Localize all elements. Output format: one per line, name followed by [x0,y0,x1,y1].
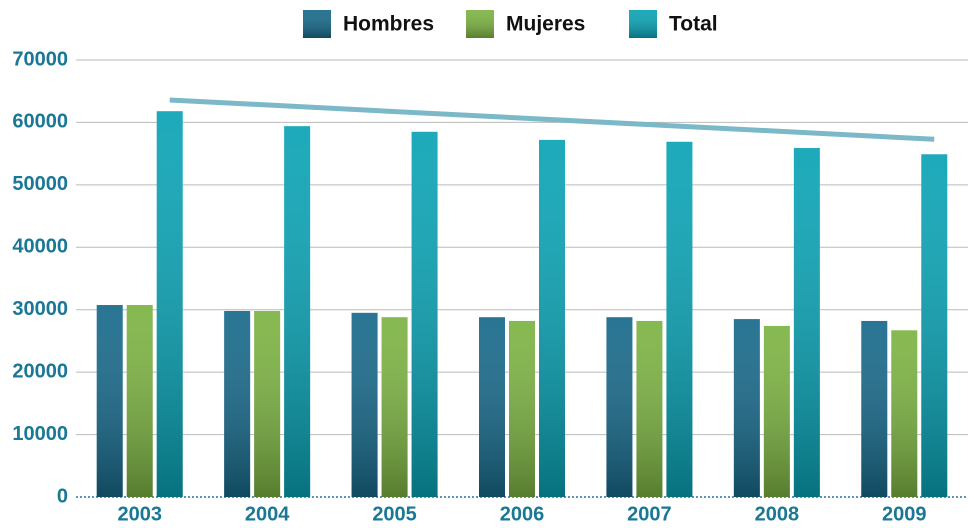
x-tick-label: 2008 [755,503,800,525]
legend-label: Total [669,13,718,36]
bar-shade [224,310,251,497]
y-tick-label: 60000 [12,111,68,133]
x-tick-label: 2006 [500,503,545,525]
legend-swatch-shade [629,10,657,38]
bar-shade [606,317,633,497]
y-tick-label: 10000 [12,423,68,445]
x-tick-label: 2009 [882,503,927,525]
x-tick-label: 2004 [245,503,290,525]
y-tick-label: 50000 [12,173,68,195]
bar-shade [666,141,693,497]
bar-shade [284,126,311,497]
bar-shade [733,319,760,497]
y-tick-label: 70000 [12,48,68,70]
x-tick-label: 2007 [627,503,672,525]
legend-swatch-shade [466,10,494,38]
bar-shade [921,154,948,497]
trend-line [169,97,935,142]
legend-label: Hombres [343,13,434,36]
legend-swatch-shade [303,10,331,38]
bar-shade [539,139,565,497]
bar-shade [351,312,378,497]
bar-shade [891,330,918,497]
bar-shade [763,325,790,497]
y-tick-label: 20000 [12,360,68,382]
bar-shade [479,317,505,497]
bar-shade [156,111,183,497]
bar-shade [126,305,153,497]
bar-shade [96,305,123,497]
bar-shade [793,148,820,497]
legend-label: Mujeres [506,13,585,36]
x-tick-label: 2003 [117,503,162,525]
bar-shade [254,310,281,497]
bar-shade [861,320,888,497]
bar-shade [381,317,408,497]
bar-shade [509,320,535,497]
bar-shade [636,320,663,497]
bar-shade [411,131,438,498]
y-tick-label: 40000 [12,236,68,258]
y-tick-label: 30000 [12,298,68,320]
y-tick-label: 0 [57,485,68,507]
x-tick-label: 2005 [372,503,417,525]
